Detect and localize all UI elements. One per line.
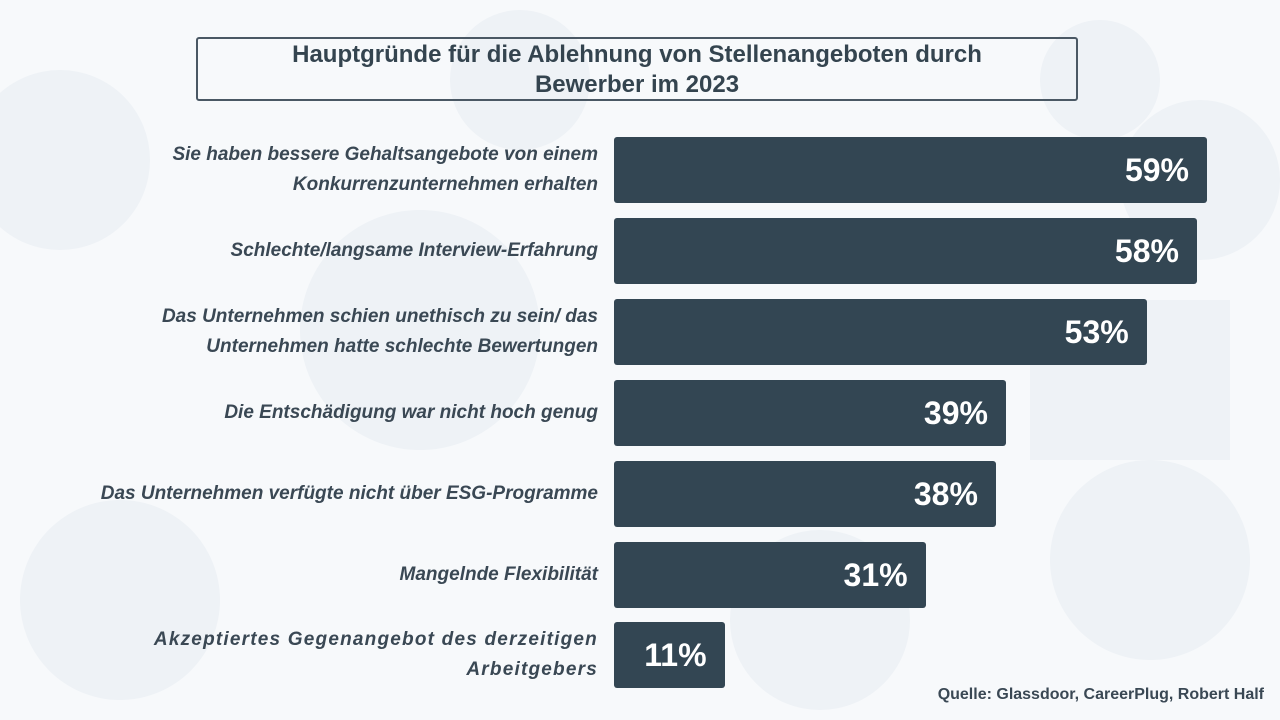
category-label: Mangelnde Flexibilität (400, 542, 598, 608)
category-label: Das Unternehmen schien unethisch zu sein… (162, 299, 598, 365)
category-label-text: Schlechte/langsame Interview-Erfahrung (230, 239, 598, 261)
bar: 31% (614, 541, 926, 608)
bar-row: Das Unternehmen schien unethisch zu sein… (0, 298, 1280, 365)
bar: 39% (614, 379, 1006, 446)
bar-row: Mangelnde Flexibilität 31% (0, 541, 1280, 608)
data-label: 39% (923, 394, 988, 431)
data-label: 11% (644, 637, 707, 674)
data-label: 38% (913, 475, 978, 512)
chart-title: Hauptgründe für die Ablehnung von Stelle… (196, 37, 1078, 101)
category-label: Das Unternehmen verfügte nicht über ESG-… (101, 461, 598, 527)
bar: 59% (614, 137, 1207, 203)
bar-row: Akzeptiertes Gegenangebot des derzeitige… (0, 622, 1280, 689)
bar-row: Schlechte/langsame Interview-Erfahrung 58… (0, 217, 1280, 284)
bar-row: Sie haben bessere Gehaltsangebote von ei… (0, 137, 1280, 203)
bar: 58% (614, 217, 1197, 284)
bar-row: Das Unternehmen verfügte nicht über ESG-… (0, 460, 1280, 527)
category-label-text: Sie haben bessere Gehaltsangebote von ei… (172, 144, 598, 195)
category-label: Akzeptiertes Gegenangebot des derzeitige… (154, 622, 598, 688)
category-label-text: Das Unternehmen schien unethisch zu sein… (161, 305, 598, 357)
data-label: 59% (1124, 152, 1189, 188)
category-label-text: Mangelnde Flexibilität (399, 563, 598, 585)
bar: 11% (614, 622, 725, 689)
data-label: 53% (1064, 313, 1129, 350)
category-label: Die Entschädigung war nicht hoch genug (224, 380, 598, 446)
category-label-text: Das Unternehmen verfügte nicht über ESG-… (100, 482, 598, 504)
bar: 38% (614, 460, 996, 527)
title-line-2: Bewerber im 2023 (534, 71, 740, 98)
category-label: Schlechte/langsame Interview-Erfahrung (231, 218, 598, 284)
bar: 53% (614, 298, 1147, 365)
title-line-1: Hauptgründe für die Ablehnung von Stelle… (292, 41, 982, 68)
bar-row: Die Entschädigung war nicht hoch genug 39… (0, 379, 1280, 446)
category-label-text: Akzeptiertes Gegenangebot des derzeitige… (153, 629, 598, 681)
data-label: 31% (843, 556, 908, 593)
category-label-text: Die Entschädigung war nicht hoch genug (224, 401, 598, 423)
source-note: Quelle: Glassdoor, CareerPlug, Robert Ha… (937, 686, 1264, 703)
category-label: Sie haben bessere Gehaltsangebote von ei… (172, 137, 598, 203)
data-label: 58% (1114, 232, 1179, 269)
